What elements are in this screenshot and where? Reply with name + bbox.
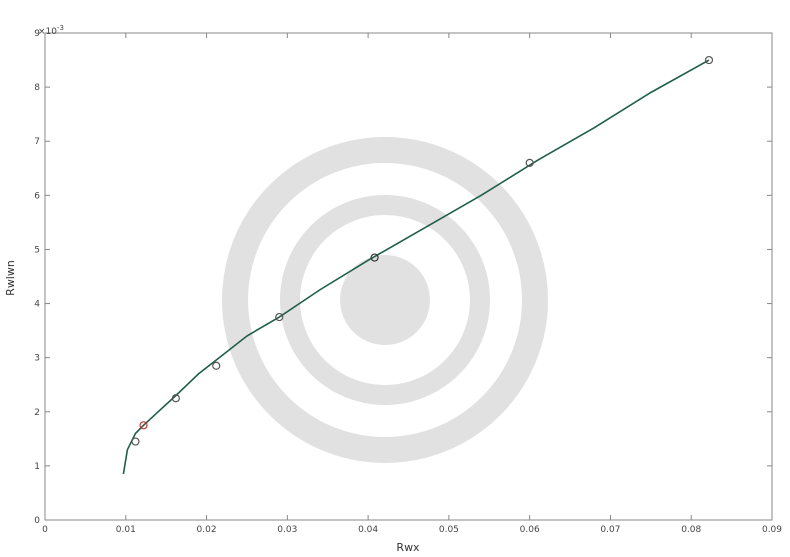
y-tick-label: 9	[34, 29, 40, 39]
data-point-marker	[275, 312, 284, 322]
data-point-marker	[704, 55, 714, 65]
x-tick-label: 0.06	[520, 525, 540, 535]
x-tick-label: 0.05	[439, 525, 459, 535]
marker-layer	[131, 55, 714, 446]
y-multiplier-label: ×10-3	[38, 24, 64, 37]
x-tick-label: 0.01	[116, 525, 136, 535]
y-tick-label: 1	[34, 462, 40, 472]
x-tick-label: 0.02	[197, 525, 217, 535]
data-point-marker	[131, 437, 140, 446]
y-tick-label: 0	[34, 516, 40, 526]
data-point-marker	[525, 158, 534, 167]
y-tick-label: 8	[34, 83, 40, 93]
x-axis: 0 0.01 0.02 0.03 0.04 0.05 0.06 0.07 0.08 0.09	[42, 33, 782, 535]
x-axis-label: Rwx	[396, 541, 420, 554]
y-tick-label: 5	[34, 245, 40, 255]
watermark-ornament	[222, 137, 548, 463]
x-tick-label: 0.04	[358, 525, 378, 535]
y-tick-label: 2	[34, 408, 40, 418]
data-point-marker	[171, 394, 180, 403]
y-axis-label: Rwlwn	[4, 260, 17, 296]
data-point-marker	[212, 361, 221, 370]
y-tick-label: 7	[34, 137, 40, 147]
series-layer	[122, 59, 710, 475]
data-point-marker	[139, 421, 148, 430]
y-axis: 0 1 2 3 4 5 6 7 8 9	[34, 29, 772, 526]
y-tick-label: 3	[34, 354, 40, 364]
x-tick-label: 0.07	[600, 525, 620, 535]
y-tick-label: 4	[34, 300, 40, 310]
data-point-marker	[370, 253, 379, 262]
x-tick-label: 0	[42, 525, 48, 535]
x-tick-label: 0.09	[762, 525, 782, 535]
x-tick-label: 0.03	[277, 525, 297, 535]
y-tick-label: 6	[34, 191, 40, 201]
plot-area	[44, 32, 773, 521]
x-tick-label: 0.08	[681, 525, 701, 535]
series-line	[122, 59, 710, 475]
